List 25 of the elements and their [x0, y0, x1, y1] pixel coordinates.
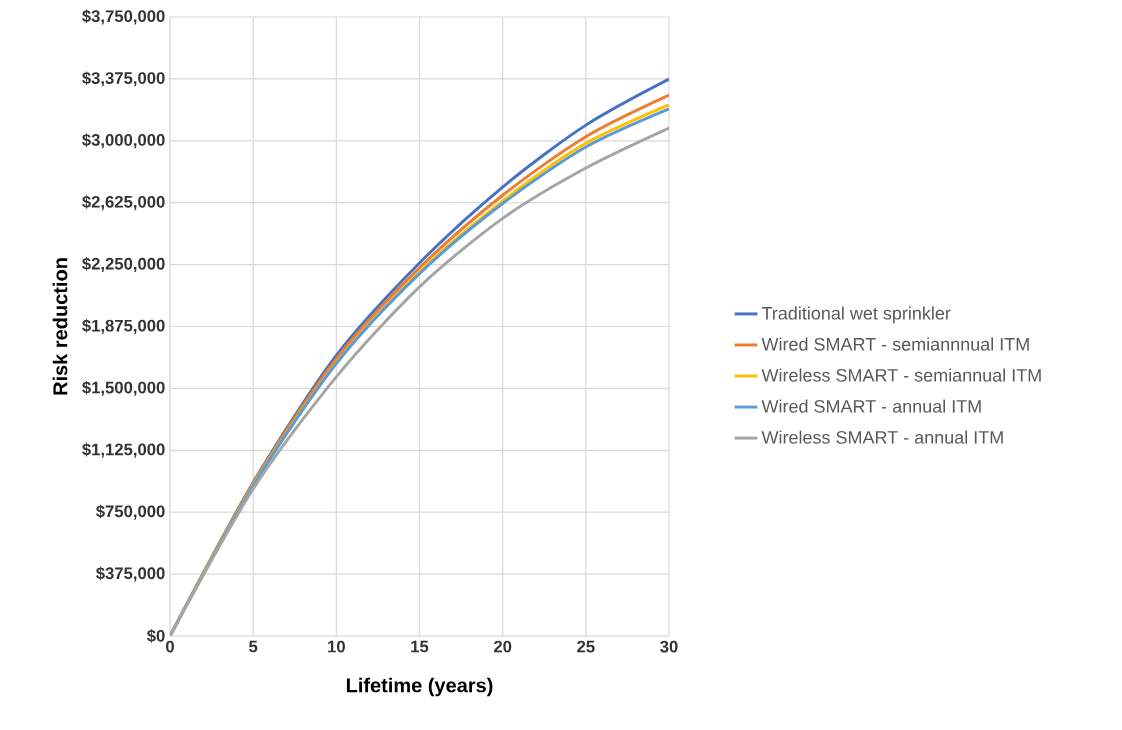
y-tick-label: $3,000,000 [82, 133, 165, 149]
y-tick-label: $3,750,000 [82, 9, 165, 25]
x-tick-label: 15 [411, 640, 429, 653]
legend-label: Wired SMART - semiannnual ITM [761, 337, 1029, 351]
x-tick-label: 25 [577, 640, 595, 653]
x-tick-label: 30 [660, 640, 678, 653]
y-tick-label: $3,375,000 [82, 71, 165, 87]
y-tick-label: $0 [146, 629, 165, 643]
x-tick-label: 20 [493, 640, 512, 653]
legend-label: Wired SMART - annual ITM [761, 399, 981, 413]
y-tick-label: $1,500,000 [82, 380, 165, 396]
x-tick-label: 0 [166, 640, 174, 653]
legend-label: Wireless SMART - semiannual ITM [761, 368, 1041, 382]
x-axis-title: Lifetime (years) [346, 677, 493, 697]
y-axis-title: Risk reduction [52, 258, 68, 395]
y-tick-label: $375,000 [96, 566, 165, 582]
y-tick-label: $1,875,000 [82, 319, 165, 334]
y-tick-label: $750,000 [96, 504, 165, 520]
legend-label: Wireless SMART - annual ITM [761, 430, 1003, 444]
x-tick-label: 10 [328, 640, 345, 653]
y-tick-label: $2,250,000 [82, 257, 165, 273]
legend-label: Traditional wet sprinkler [761, 306, 951, 324]
x-tick-label: 5 [249, 640, 258, 653]
y-tick-label: $1,125,000 [82, 442, 165, 458]
y-tick-label: $2,625,000 [82, 195, 165, 211]
